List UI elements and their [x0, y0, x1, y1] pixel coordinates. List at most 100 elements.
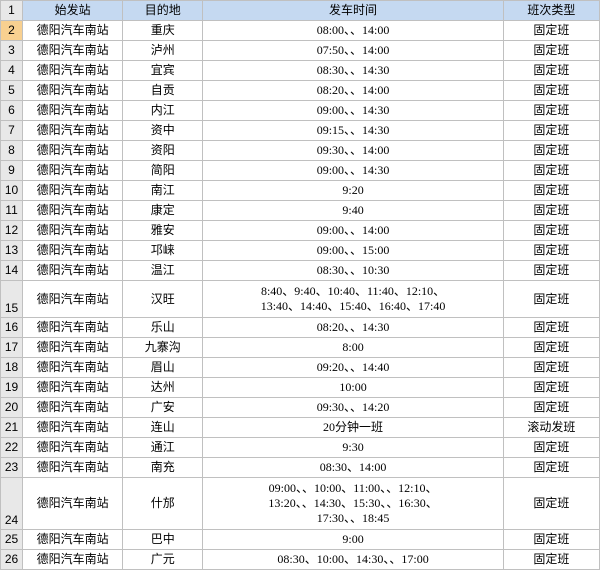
type-cell: 固定班: [503, 41, 599, 61]
type-cell: 固定班: [503, 358, 599, 378]
type-cell: 固定班: [503, 121, 599, 141]
table-row: 10德阳汽车南站南江9:20固定班: [1, 181, 600, 201]
origin-cell: 德阳汽车南站: [23, 41, 123, 61]
row-number: 4: [1, 61, 23, 81]
row-number: 3: [1, 41, 23, 61]
row-number: 26: [1, 550, 23, 570]
table-row: 5德阳汽车南站自贡08:20、、14:00固定班: [1, 81, 600, 101]
table-row: 12德阳汽车南站雅安09:00、、14:00固定班: [1, 221, 600, 241]
destination-cell: 邛崃: [123, 241, 203, 261]
origin-cell: 德阳汽车南站: [23, 81, 123, 101]
table-row: 24德阳汽车南站什邡09:00、、10:00、11:00、、12:10、13:2…: [1, 478, 600, 530]
type-cell: 固定班: [503, 221, 599, 241]
row-number: 5: [1, 81, 23, 101]
destination-cell: 温江: [123, 261, 203, 281]
row-number: 8: [1, 141, 23, 161]
origin-cell: 德阳汽车南站: [23, 438, 123, 458]
row-number: 22: [1, 438, 23, 458]
time-cell: 9:30: [203, 438, 504, 458]
origin-cell: 德阳汽车南站: [23, 281, 123, 318]
origin-cell: 德阳汽车南站: [23, 261, 123, 281]
origin-cell: 德阳汽车南站: [23, 418, 123, 438]
origin-cell: 德阳汽车南站: [23, 338, 123, 358]
destination-cell: 内江: [123, 101, 203, 121]
origin-cell: 德阳汽车南站: [23, 458, 123, 478]
table-row: 2德阳汽车南站重庆08:00、、14:00固定班: [1, 21, 600, 41]
time-cell: 8:00: [203, 338, 504, 358]
type-cell: 固定班: [503, 201, 599, 221]
row-number: 11: [1, 201, 23, 221]
type-cell: 固定班: [503, 101, 599, 121]
table-row: 19德阳汽车南站达州10:00固定班: [1, 378, 600, 398]
destination-cell: 眉山: [123, 358, 203, 378]
row-number: 12: [1, 221, 23, 241]
destination-cell: 简阳: [123, 161, 203, 181]
time-cell: 08:00、、14:00: [203, 21, 504, 41]
table-row: 23德阳汽车南站南充08:30、14:00固定班: [1, 458, 600, 478]
type-cell: 滚动发班: [503, 418, 599, 438]
row-number: 23: [1, 458, 23, 478]
table-row: 11德阳汽车南站康定9:40固定班: [1, 201, 600, 221]
destination-cell: 自贡: [123, 81, 203, 101]
type-cell: 固定班: [503, 61, 599, 81]
time-cell: 09:30、、14:00: [203, 141, 504, 161]
time-cell: 9:40: [203, 201, 504, 221]
origin-cell: 德阳汽车南站: [23, 358, 123, 378]
destination-cell: 泸州: [123, 41, 203, 61]
type-cell: 固定班: [503, 478, 599, 530]
origin-cell: 德阳汽车南站: [23, 378, 123, 398]
time-cell: 09:30、、14:20: [203, 398, 504, 418]
destination-cell: 宜宾: [123, 61, 203, 81]
table-row: 21德阳汽车南站连山20分钟一班滚动发班: [1, 418, 600, 438]
time-cell: 08:20、、14:00: [203, 81, 504, 101]
type-cell: 固定班: [503, 550, 599, 570]
origin-cell: 德阳汽车南站: [23, 181, 123, 201]
origin-cell: 德阳汽车南站: [23, 101, 123, 121]
destination-cell: 南充: [123, 458, 203, 478]
time-cell: 09:00、、14:00: [203, 221, 504, 241]
destination-cell: 乐山: [123, 318, 203, 338]
row-number: 15: [1, 281, 23, 318]
table-row: 26德阳汽车南站广元08:30、10:00、14:30、、17:00固定班: [1, 550, 600, 570]
row-number: 6: [1, 101, 23, 121]
row-number: 17: [1, 338, 23, 358]
table-row: 14德阳汽车南站温江08:30、、10:30固定班: [1, 261, 600, 281]
row-number: 16: [1, 318, 23, 338]
time-cell: 08:30、、14:30: [203, 61, 504, 81]
destination-cell: 南江: [123, 181, 203, 201]
type-cell: 固定班: [503, 141, 599, 161]
destination-cell: 连山: [123, 418, 203, 438]
time-cell: 10:00: [203, 378, 504, 398]
table-row: 9德阳汽车南站简阳09:00、、14:30固定班: [1, 161, 600, 181]
type-cell: 固定班: [503, 81, 599, 101]
destination-cell: 资中: [123, 121, 203, 141]
table-row: 3德阳汽车南站泸州07:50、、14:00固定班: [1, 41, 600, 61]
row-number: 13: [1, 241, 23, 261]
destination-cell: 重庆: [123, 21, 203, 41]
time-cell: 08:30、14:00: [203, 458, 504, 478]
row-number: 18: [1, 358, 23, 378]
table-row: 7德阳汽车南站资中09:15、、14:30固定班: [1, 121, 600, 141]
type-cell: 固定班: [503, 398, 599, 418]
column-header: 始发站: [23, 1, 123, 21]
row-number: 1: [1, 1, 23, 21]
table-row: 13德阳汽车南站邛崃09:00、、15:00固定班: [1, 241, 600, 261]
row-number: 20: [1, 398, 23, 418]
origin-cell: 德阳汽车南站: [23, 161, 123, 181]
table-row: 8德阳汽车南站资阳09:30、、14:00固定班: [1, 141, 600, 161]
time-cell: 20分钟一班: [203, 418, 504, 438]
row-number: 19: [1, 378, 23, 398]
table-row: 4德阳汽车南站宜宾08:30、、14:30固定班: [1, 61, 600, 81]
row-number: 9: [1, 161, 23, 181]
time-cell: 9:20: [203, 181, 504, 201]
destination-cell: 通江: [123, 438, 203, 458]
table-row: 16德阳汽车南站乐山08:20、、14:30固定班: [1, 318, 600, 338]
table-header-row: 1始发站目的地发车时间班次类型: [1, 1, 600, 21]
table-row: 17德阳汽车南站九寨沟8:00固定班: [1, 338, 600, 358]
origin-cell: 德阳汽车南站: [23, 121, 123, 141]
column-header: 班次类型: [503, 1, 599, 21]
column-header: 发车时间: [203, 1, 504, 21]
time-cell: 09:00、、10:00、11:00、、12:10、13:20、、14:30、1…: [203, 478, 504, 530]
origin-cell: 德阳汽车南站: [23, 21, 123, 41]
origin-cell: 德阳汽车南站: [23, 61, 123, 81]
